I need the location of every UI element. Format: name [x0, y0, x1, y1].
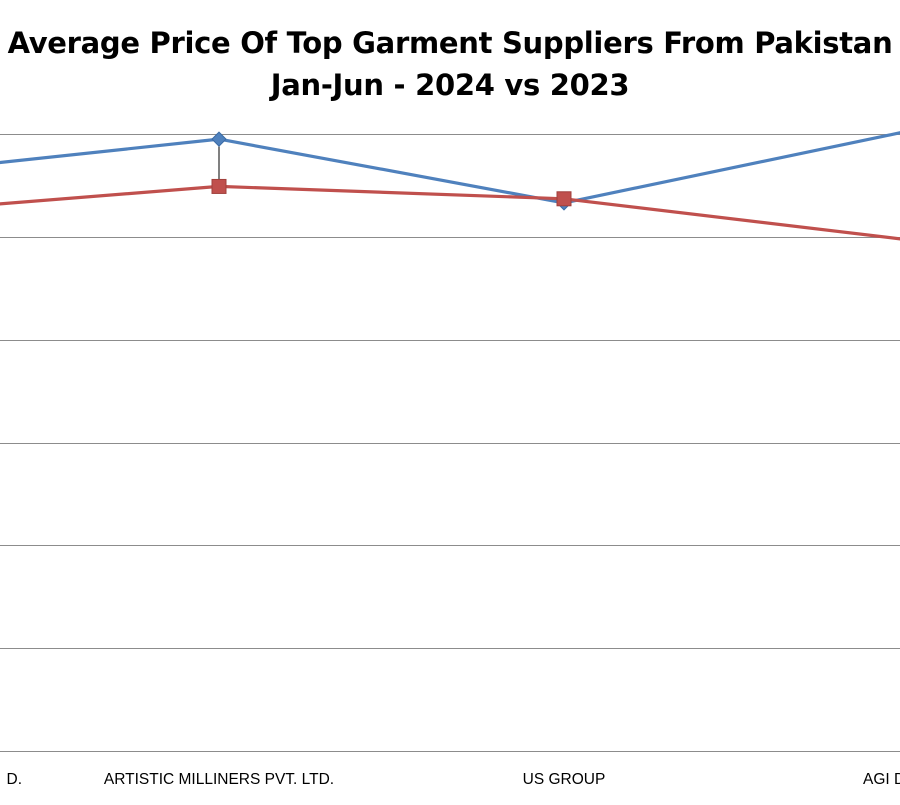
- series-line-1: [0, 184, 900, 241]
- series-line-0: [0, 131, 900, 205]
- series-group: [0, 131, 900, 241]
- series-1-point-2: [556, 191, 572, 207]
- x-tick-label-2: US GROUP: [523, 771, 606, 788]
- series-1-point-1: [211, 178, 227, 194]
- chart-title: Average Price Of Top Garment Suppliers F…: [7, 26, 893, 60]
- series-0: [0, 131, 900, 211]
- x-tick-label-3: AGI D: [863, 771, 900, 788]
- gridlines: [0, 134, 900, 752]
- x-tick-label-0: D.: [7, 771, 23, 788]
- x-tick-labels: D. ARTISTIC MILLINERS PVT. LTD. US GROUP AG…: [7, 771, 900, 788]
- chart-subtitle: Jan-Jun - 2024 vs 2023: [270, 68, 630, 102]
- x-tick-label-1: ARTISTIC MILLINERS PVT. LTD.: [104, 771, 334, 788]
- series-1: [0, 178, 900, 241]
- chart-title-block: Average Price Of Top Garment Suppliers F…: [0, 22, 900, 106]
- series-0-point-1: [211, 131, 227, 147]
